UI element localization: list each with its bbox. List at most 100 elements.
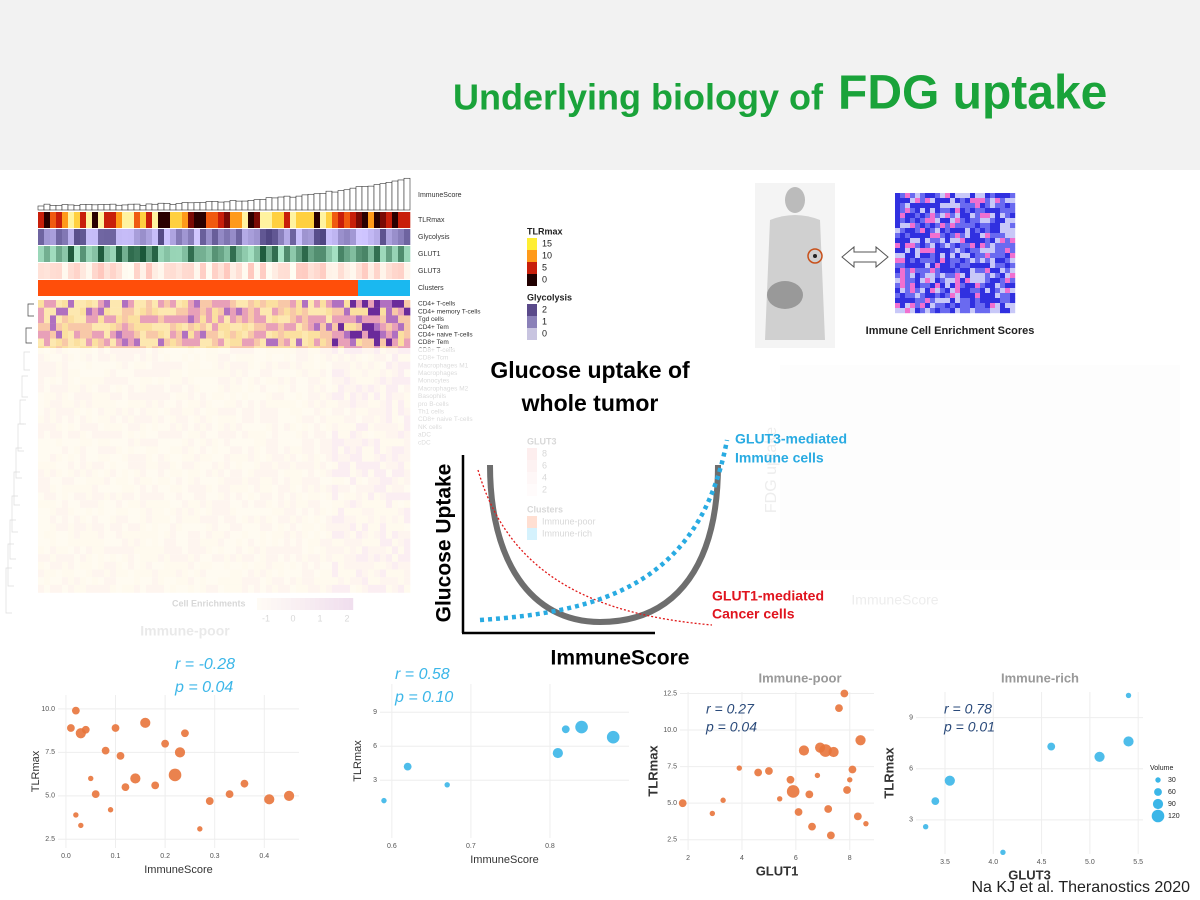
heat-cell: [284, 338, 291, 347]
enrichment-cell: [970, 248, 976, 254]
heat-cell: [236, 246, 243, 262]
glut1-label: GLUT1-mediated: [712, 588, 824, 604]
heat-cell: [140, 300, 147, 308]
annotation-label: Glycolysis: [418, 234, 450, 241]
enrichment-cell: [995, 278, 1001, 284]
heat-cell: [188, 229, 195, 245]
heat-cell: [194, 229, 201, 245]
enrichment-cell: [995, 308, 1001, 314]
heat-cell: [266, 315, 273, 324]
enrichment-cell: [945, 263, 951, 269]
heat-cell: [206, 330, 213, 339]
scatter-point: [66, 724, 75, 732]
enrichment-cell: [925, 208, 931, 214]
heat-cell: [362, 323, 369, 331]
heat-cell: [122, 315, 129, 324]
heat-cell: [272, 229, 279, 245]
heat-cell: [374, 330, 381, 339]
legend-size: [1155, 777, 1161, 783]
heat-cell: [212, 212, 219, 228]
enrichment-cell: [920, 198, 926, 204]
heat-cell: [338, 307, 345, 316]
enrichment-cell: [970, 228, 976, 234]
heat-cell: [104, 263, 111, 279]
heat-cell: [116, 300, 123, 308]
legend-title: Glycolysis: [527, 292, 572, 302]
heat-cell: [98, 330, 105, 339]
enrichment-cell: [925, 203, 931, 209]
group-label: Immune-poor: [758, 670, 841, 685]
heat-cell: [356, 330, 363, 339]
enrichment-cell: [920, 248, 926, 254]
enrichment-cell: [960, 243, 966, 249]
enrichment-cell: [1005, 203, 1011, 209]
enrichment-cell: [905, 308, 911, 314]
immunescore-bar: [175, 203, 183, 211]
enrichment-cell: [945, 283, 951, 289]
immunescore-bar: [373, 184, 381, 211]
plot-area: [916, 692, 1143, 854]
enrichment-cell: [935, 268, 941, 274]
heat-cell: [308, 307, 315, 316]
enrichment-cell: [915, 298, 921, 304]
enrichment-cell: [900, 248, 906, 254]
enrichment-cell: [965, 298, 971, 304]
heat-cell: [230, 323, 237, 331]
enrichment-cell: [975, 213, 981, 219]
glut3-curve: [479, 439, 730, 623]
heat-cell: [170, 300, 177, 308]
heat-cell: [386, 323, 393, 331]
legend-label: 15: [542, 238, 552, 248]
scatter-point: [808, 822, 816, 831]
enrichment-cell: [960, 263, 966, 269]
enrichment-cell: [920, 263, 926, 269]
enrichment-cell: [1010, 278, 1016, 284]
enrichment-cell: [975, 278, 981, 284]
heat-cell: [290, 263, 297, 279]
heat-cell: [56, 212, 63, 228]
heat-cell: [68, 246, 75, 262]
enrichment-cell: [955, 293, 961, 299]
scatter-point: [794, 808, 803, 816]
enrichment-cell: [970, 193, 976, 199]
heat-cell: [176, 263, 183, 279]
enrichment-cell: [900, 278, 906, 284]
heat-cell: [380, 338, 387, 347]
enrichment-cell: [895, 203, 901, 209]
enrichment-cell: [1005, 198, 1011, 204]
heat-cell: [116, 330, 123, 339]
enrichment-cell: [970, 273, 976, 279]
heat-cell: [386, 300, 393, 308]
scatter-point: [853, 812, 862, 821]
enrichment-cell: [995, 243, 1001, 249]
enrichment-cell: [905, 283, 911, 289]
enrichment-cell: [1000, 278, 1006, 284]
stat-r: r = 0.78: [944, 701, 992, 717]
enrichment-cell: [945, 253, 951, 259]
heat-cell: [152, 323, 159, 331]
scatter-point: [814, 772, 821, 779]
heat-cell: [86, 307, 93, 316]
y-tick-label: 2.5: [667, 837, 677, 844]
heat-cell: [320, 300, 327, 308]
heat-cell: [98, 307, 105, 316]
x-tick-label: 4.5: [1037, 859, 1047, 866]
enrichment-cell: [930, 278, 936, 284]
enrichment-cell: [990, 223, 996, 229]
enrichment-cell: [910, 303, 916, 309]
heat-cell: [272, 338, 279, 347]
heat-cell: [254, 263, 261, 279]
enrichment-cell: [915, 308, 921, 314]
enrichment-cell: [910, 208, 916, 214]
enrichment-cell: [1010, 198, 1016, 204]
legend-swatch: [527, 238, 537, 250]
heat-cell: [38, 338, 45, 347]
enrichment-cell: [905, 213, 911, 219]
heat-cell: [146, 330, 153, 339]
heat-cell: [236, 315, 243, 324]
heat-cell: [302, 246, 309, 262]
enrichment-cell: [1010, 263, 1016, 269]
enrichment-cell: [990, 218, 996, 224]
scatter-point: [151, 781, 160, 790]
pet-body: [765, 215, 825, 340]
